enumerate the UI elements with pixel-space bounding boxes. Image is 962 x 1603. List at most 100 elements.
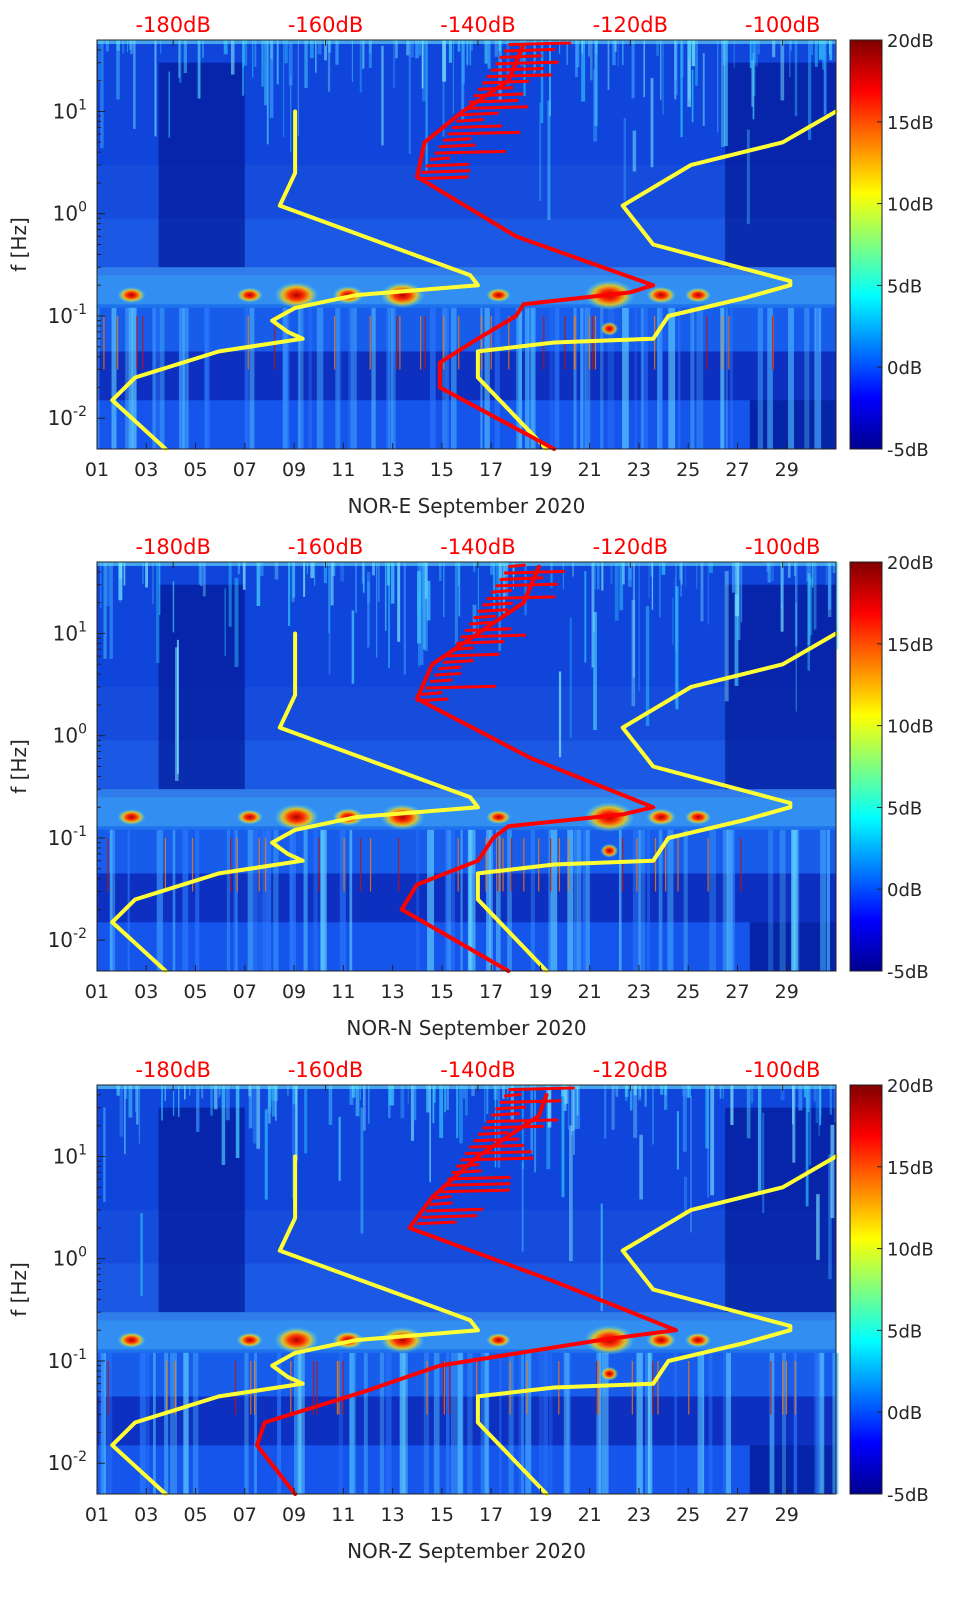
storm-blob (646, 808, 676, 826)
spectrogram-streak (122, 40, 125, 54)
spectrogram-spike (526, 1360, 528, 1415)
spectrogram-streak (629, 1085, 633, 1111)
spectrogram-column (648, 1352, 653, 1494)
storm-blob (684, 809, 712, 825)
spectrogram-streak (633, 1085, 638, 1138)
spectrogram-column (779, 829, 786, 971)
spectrogram-streak (564, 1085, 569, 1104)
storm-blob (274, 282, 319, 309)
spectrogram-streak (794, 562, 798, 647)
spectrogram-streak (632, 562, 635, 678)
top-axis-label: -180dB (135, 535, 210, 559)
x-tick-label: 13 (381, 981, 405, 1003)
spectrogram-column (182, 829, 189, 971)
spectrogram-streak (388, 1085, 392, 1106)
spectrogram-column (525, 1352, 532, 1494)
red-spike (460, 633, 527, 639)
x-tick-label: 19 (528, 459, 552, 481)
red-spike (456, 1163, 480, 1168)
spectrogram-streak (291, 1085, 296, 1199)
curve-red-station-noise (415, 42, 656, 451)
spectrogram-column (820, 829, 826, 971)
spectrogram-column (303, 829, 308, 971)
spectrogram-streak (304, 40, 308, 88)
spectrogram-spike (399, 315, 401, 370)
spectrogram-streak (680, 562, 683, 585)
spectrogram-column (582, 829, 587, 971)
spectrogram-column (181, 307, 185, 449)
spectrogram-streak (103, 562, 107, 659)
spectrogram-column (257, 829, 264, 971)
y-tick-label: 10-1 (48, 1347, 87, 1373)
red-spike (447, 652, 500, 658)
spectrogram-streak (127, 40, 129, 53)
spectrogram-streak (581, 40, 583, 54)
colorbar-label: 10dB (887, 1240, 934, 1261)
spectrogram-spike (665, 837, 667, 892)
colorbar-label: 15dB (887, 1158, 934, 1179)
spectrogram-column (793, 1352, 798, 1494)
red-spike (499, 1099, 562, 1104)
spectrogram-spike (443, 315, 445, 370)
spectrogram-column (445, 829, 449, 971)
spectrogram-column (607, 307, 615, 449)
curve-red-station-noise (399, 564, 656, 973)
y-tick-exponent: -1 (73, 824, 87, 840)
spectrogram-column (293, 1352, 299, 1494)
spectrogram-column (297, 307, 301, 449)
spectrogram-streak (252, 40, 254, 78)
spectrogram-streak (705, 1085, 709, 1149)
spectrogram-streak (140, 1213, 143, 1296)
top-axis-label: -160dB (288, 13, 363, 37)
spectrogram-streak (328, 562, 331, 634)
spectrogram-streak (261, 40, 264, 87)
spectrogram-column (262, 829, 268, 971)
spectrogram-streak (730, 1085, 734, 1125)
spectrogram-streak (675, 40, 678, 96)
spectrogram-quiet-patch (158, 62, 245, 268)
colorbar (849, 561, 883, 972)
spectrogram-streak (680, 40, 683, 138)
x-tick-label: 11 (331, 981, 355, 1003)
red-spike (464, 1150, 532, 1156)
spectrogram-spike (338, 1360, 340, 1415)
spectrogram-column (782, 1352, 786, 1494)
spectrogram-streak (284, 40, 288, 64)
spectrogram-spike (342, 1360, 344, 1415)
top-axis-label: -120dB (593, 535, 668, 559)
spectrogram-streak (722, 1085, 724, 1099)
storm-blob (274, 804, 319, 831)
spectrogram-streak (619, 562, 624, 611)
spectrogram-streak (406, 40, 410, 56)
red-spike (434, 149, 506, 155)
x-tick-label: 27 (725, 981, 749, 1003)
x-tick-label: 27 (725, 459, 749, 481)
spectrogram-streak (798, 1085, 803, 1111)
spectrogram-streak (297, 40, 299, 137)
x-tick-label: 09 (282, 981, 306, 1003)
spectrogram-streak (178, 40, 180, 78)
spectrogram-streak (271, 1085, 276, 1117)
spectrogram-streak (772, 40, 776, 58)
storm-blob (236, 809, 263, 825)
spectrogram-streak (116, 40, 120, 100)
spectrogram-streak (200, 562, 203, 586)
spectrogram-column (499, 1352, 502, 1494)
spectrogram-streak (309, 40, 314, 59)
spectrogram-streak (266, 40, 269, 145)
spectrogram-column (659, 307, 663, 449)
spectrogram-column (183, 1352, 189, 1494)
red-spike (464, 105, 529, 111)
spectrogram-column (339, 829, 346, 971)
y-tick-base: 10 (53, 621, 78, 645)
colorbar-label: 10dB (887, 195, 934, 216)
spectrogram-streak (610, 562, 613, 585)
spectrogram-column (253, 829, 258, 971)
spectrogram-streak (595, 40, 598, 54)
spectrogram-streak (368, 1085, 370, 1124)
spectrogram-column (634, 307, 638, 449)
spectrogram-column (826, 829, 831, 971)
red-spike (416, 175, 469, 181)
spectrogram-column (708, 1352, 713, 1494)
spectrogram-spike (359, 837, 362, 892)
